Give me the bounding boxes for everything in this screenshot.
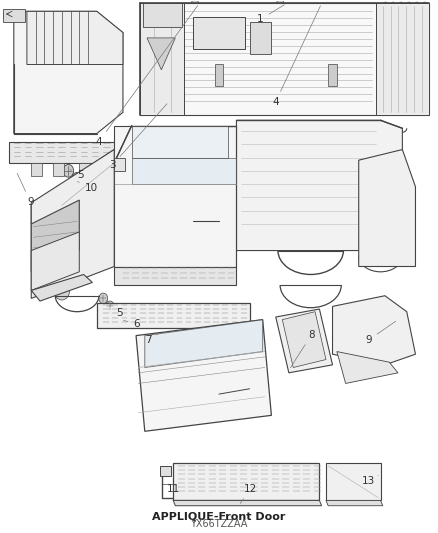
Text: 6: 6 — [124, 319, 140, 329]
Polygon shape — [376, 3, 428, 115]
Polygon shape — [53, 163, 64, 176]
Polygon shape — [14, 11, 123, 134]
Polygon shape — [276, 309, 332, 373]
Polygon shape — [31, 163, 42, 176]
Ellipse shape — [44, 271, 66, 283]
Polygon shape — [141, 3, 184, 115]
Polygon shape — [332, 296, 416, 365]
Polygon shape — [173, 463, 319, 500]
Text: APPLIQUE-Front Door: APPLIQUE-Front Door — [152, 511, 286, 521]
Polygon shape — [359, 150, 416, 266]
Circle shape — [277, 0, 284, 7]
Polygon shape — [31, 150, 114, 298]
Polygon shape — [337, 352, 398, 383]
Polygon shape — [3, 9, 25, 22]
Polygon shape — [326, 500, 383, 506]
Text: 8: 8 — [290, 329, 315, 368]
Text: 9: 9 — [365, 321, 396, 345]
Circle shape — [106, 301, 114, 312]
Polygon shape — [328, 64, 337, 86]
Text: 5: 5 — [106, 301, 123, 318]
Polygon shape — [31, 150, 114, 224]
Text: 12: 12 — [240, 484, 257, 504]
Text: 13: 13 — [362, 475, 378, 486]
Circle shape — [191, 0, 198, 7]
Circle shape — [49, 84, 65, 103]
Text: 10: 10 — [78, 182, 98, 193]
Polygon shape — [143, 3, 182, 27]
Polygon shape — [79, 163, 90, 176]
Polygon shape — [31, 274, 92, 301]
Polygon shape — [31, 232, 79, 290]
Polygon shape — [237, 120, 403, 251]
Circle shape — [99, 293, 108, 304]
Polygon shape — [97, 303, 250, 328]
Polygon shape — [283, 312, 326, 368]
Polygon shape — [10, 142, 123, 163]
Polygon shape — [193, 17, 245, 49]
Polygon shape — [114, 126, 237, 266]
Circle shape — [42, 75, 73, 112]
Polygon shape — [145, 320, 263, 368]
Text: 4: 4 — [272, 6, 321, 107]
Text: 1: 1 — [257, 5, 284, 25]
Polygon shape — [132, 158, 237, 184]
Polygon shape — [141, 3, 428, 115]
Circle shape — [63, 165, 74, 177]
Circle shape — [72, 172, 82, 185]
Polygon shape — [114, 158, 125, 171]
Text: YX66TZZAA: YX66TZZAA — [191, 519, 247, 529]
Polygon shape — [27, 11, 123, 64]
Polygon shape — [326, 463, 381, 500]
Circle shape — [54, 281, 70, 300]
Circle shape — [33, 64, 81, 123]
Polygon shape — [132, 126, 228, 158]
Polygon shape — [31, 200, 79, 272]
Text: 9: 9 — [17, 173, 34, 207]
Polygon shape — [136, 320, 272, 431]
Polygon shape — [114, 266, 237, 285]
Text: 5: 5 — [70, 169, 84, 180]
Text: 3: 3 — [109, 104, 167, 171]
Polygon shape — [215, 64, 223, 86]
Text: 7: 7 — [145, 334, 158, 345]
Polygon shape — [147, 38, 175, 70]
Text: 11: 11 — [163, 484, 180, 498]
Polygon shape — [173, 500, 321, 506]
Ellipse shape — [41, 252, 70, 270]
Polygon shape — [250, 22, 272, 54]
Polygon shape — [160, 466, 171, 477]
Text: 4: 4 — [95, 6, 198, 147]
